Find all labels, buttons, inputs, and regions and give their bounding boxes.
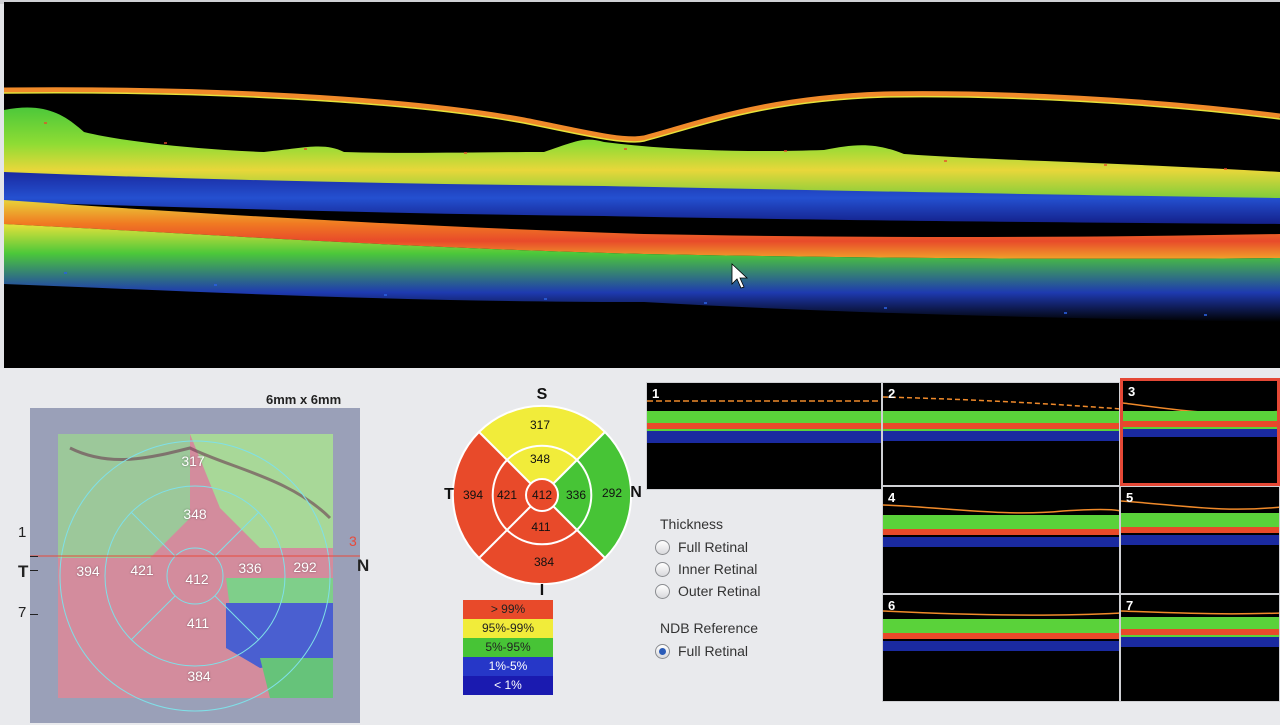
thumbnail-number: 5 [1126,490,1134,505]
etdrs-center: 412 [531,488,553,502]
radio-outer-retinal[interactable]: Outer Retinal [655,580,880,602]
scan-thumbnail-5[interactable]: 5 [1120,486,1280,594]
map-temporal-outer: 394 [76,563,100,579]
scan-tick-top: 1 [18,524,27,541]
options-panel: Thickness Full Retinal Inner Retinal Out… [650,512,880,662]
map-temporal-label: T [18,562,29,581]
scan-thumbnail-7[interactable]: 7 [1120,594,1280,702]
legend-above-99: > 99% [463,600,553,619]
legend-95-99: 95%-99% [463,619,553,638]
map-temporal-inner: 421 [130,562,154,578]
map-inferior-outer: 384 [187,668,211,684]
thumbnail-number: 7 [1126,598,1134,613]
etdrs-chart[interactable]: S I T N 317 348 394 421 412 336 292 411 … [440,385,642,600]
radio-button[interactable] [655,539,670,555]
etdrs-temporal-outer: 394 [462,488,484,502]
thumbnail-number: 6 [888,598,896,613]
oct-bscan-image[interactable] [4,2,1280,368]
map-nasal-label: N [357,556,370,575]
line-marker: 3 [349,533,357,549]
thumbnail-number: 4 [888,490,896,505]
thumbnail-number: 1 [652,386,660,401]
radio-button[interactable] [655,583,670,599]
scan-tick-bottom: 7 [18,604,27,621]
map-superior-inner: 348 [183,506,207,522]
thickness-title: Thickness [660,516,724,532]
label-temporal: T [444,486,454,503]
etdrs-nasal-inner: 336 [565,488,587,502]
radio-ndb-full-retinal[interactable]: Full Retinal [655,640,880,662]
map-size-label: 6mm x 6mm [266,392,342,407]
radio-button-selected[interactable] [655,643,670,659]
etdrs-temporal-inner: 421 [496,488,518,502]
scan-thumbnail-4[interactable]: 4 [882,486,1120,594]
tick-mark [30,556,38,557]
label-inferior: I [539,582,545,599]
legend-1-5: 1%-5% [463,657,553,676]
scan-thumbnail-1[interactable]: 1 [646,382,882,490]
scan-thumbnail-3[interactable]: 3 [1120,378,1280,486]
map-inferior-inner: 411 [186,615,210,631]
ndb-title: NDB Reference [660,620,759,636]
radio-label: Inner Retinal [678,561,758,577]
radio-full-retinal[interactable]: Full Retinal [655,536,880,558]
label-nasal: N [630,484,642,501]
legend-5-95: 5%-95% [463,638,553,657]
percentile-legend: > 99% 95%-99% 5%-95% 1%-5% < 1% [463,600,553,695]
label-superior: S [536,386,548,403]
radio-inner-retinal[interactable]: Inner Retinal [655,558,880,580]
etdrs-inferior-outer: 384 [533,555,555,569]
thumbnail-number: 2 [888,386,896,401]
radio-label: Full Retinal [678,643,749,659]
map-center: 412 [185,571,209,587]
thumbnail-number: 3 [1128,384,1136,399]
etdrs-superior-inner: 348 [529,452,551,466]
tick-mark [30,570,38,571]
radio-label: Full Retinal [678,539,749,555]
etdrs-nasal-outer: 292 [601,486,623,500]
tick-mark [30,614,38,615]
map-nasal-inner: 336 [238,560,262,576]
radio-label: Outer Retinal [678,583,761,599]
scan-thumbnail-6[interactable]: 6 [882,594,1120,702]
legend-below-1: < 1% [463,676,553,695]
scan-thumbnail-2[interactable]: 2 [882,382,1120,486]
map-nasal-outer: 292 [293,559,317,575]
thickness-map[interactable]: 317 348 394 421 412 336 292 411 384 [30,408,360,723]
etdrs-superior-outer: 317 [529,418,551,432]
map-superior-outer: 317 [181,453,205,469]
etdrs-inferior-inner: 411 [531,520,551,534]
radio-button[interactable] [655,561,670,577]
